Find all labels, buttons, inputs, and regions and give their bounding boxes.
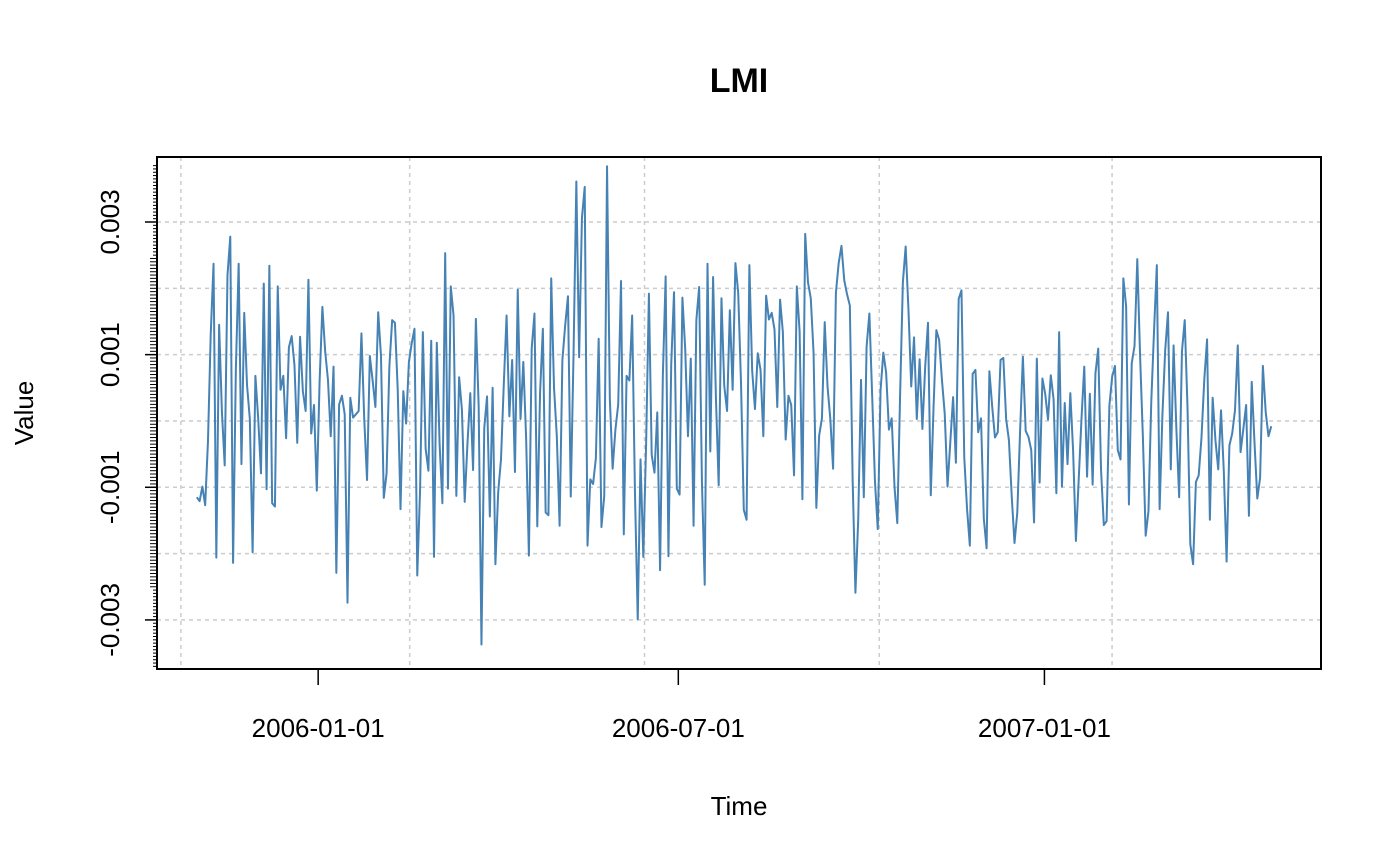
y-tick-label: 0.003 <box>95 189 125 254</box>
x-tick-label: 2007-01-01 <box>978 713 1111 743</box>
y-tick-label: 0.001 <box>95 322 125 387</box>
x-tick-label: 2006-01-01 <box>252 713 385 743</box>
y-tick-label: -0.003 <box>95 583 125 657</box>
y-tick-label: -0.001 <box>95 450 125 524</box>
x-tick-label: 2006-07-01 <box>612 713 745 743</box>
x-axis: 2006-01-01 2006-07-01 2007-01-01 <box>252 669 1111 743</box>
y-minor-ticks <box>150 165 157 667</box>
x-axis-label: Time <box>711 791 768 821</box>
series-line <box>195 165 1273 646</box>
y-axis: -0.003 -0.001 0.001 0.003 <box>95 189 157 657</box>
chart-title: LMI <box>710 62 769 100</box>
y-axis-label: Value <box>9 381 39 446</box>
plot-frame <box>156 156 1322 670</box>
